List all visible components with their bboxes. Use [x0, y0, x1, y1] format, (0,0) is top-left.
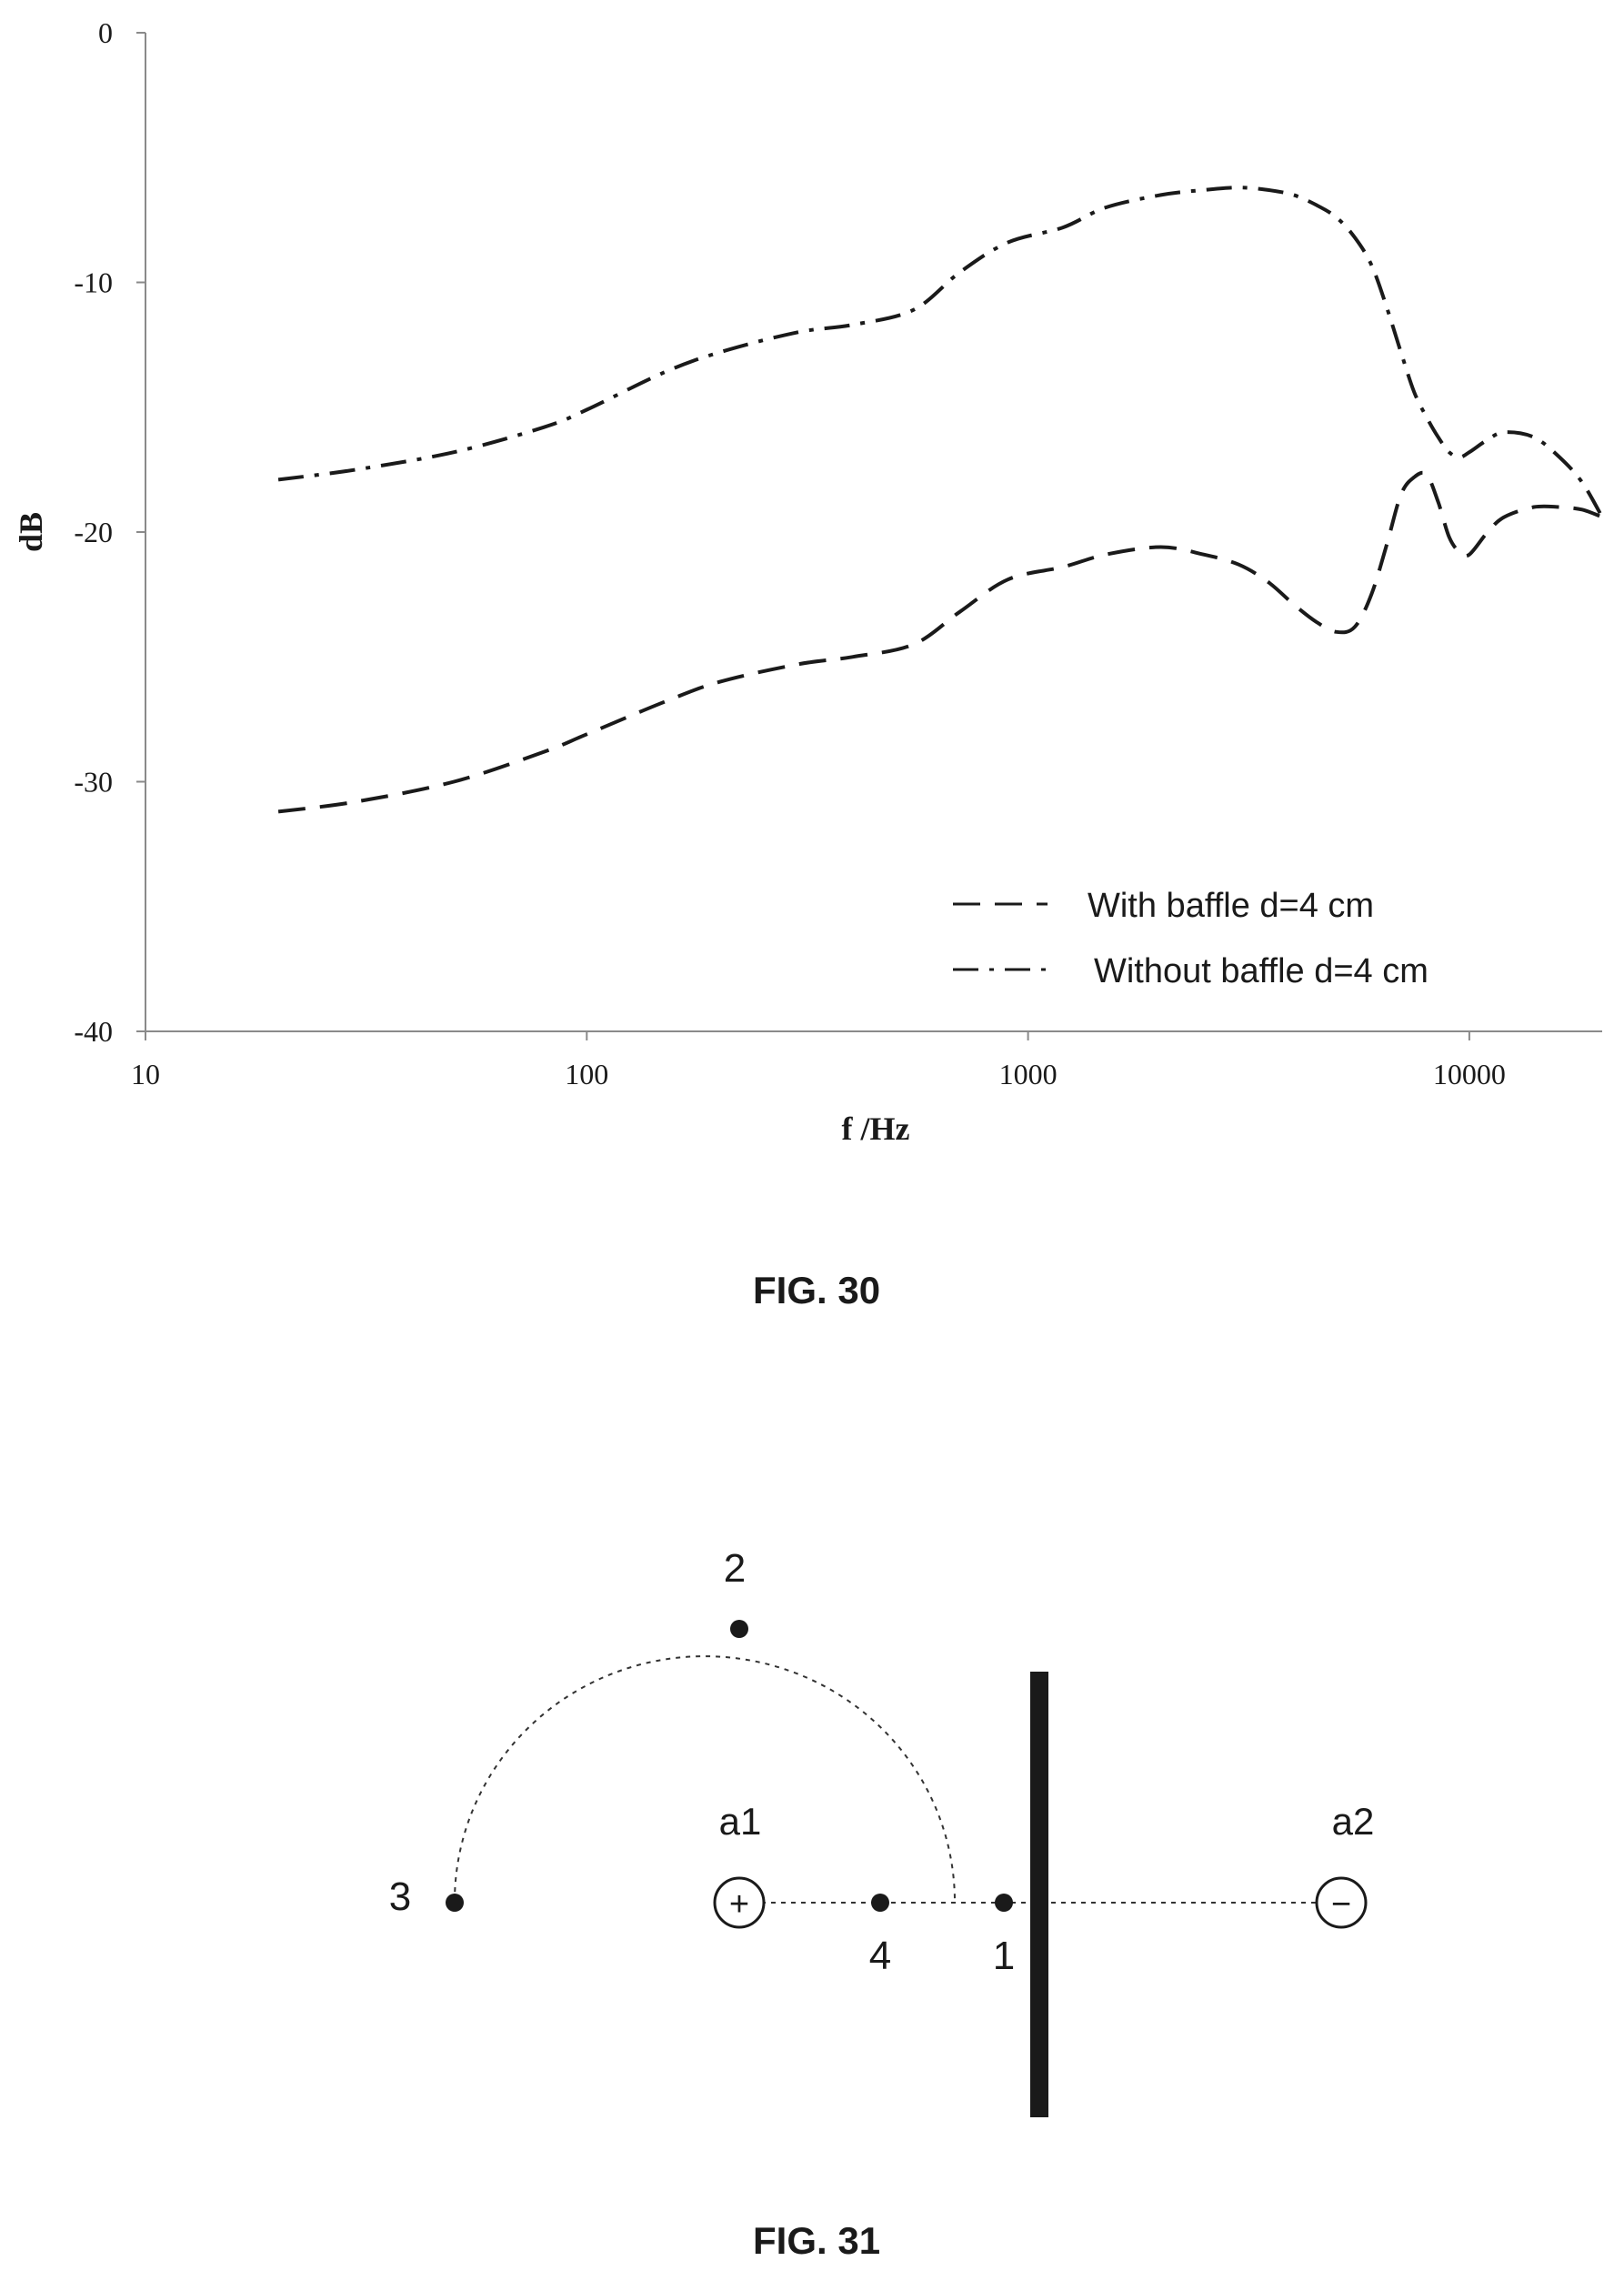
- measurement-arc: [454, 1655, 956, 1903]
- x-tick-label: 100: [565, 1058, 608, 1090]
- chart-axes: 0 -10 -20 -30 -40 10 100 1000 10000 f /Hz dB: [13, 16, 1602, 1147]
- point-1-label: 1: [993, 1934, 1015, 1978]
- figure-label-31: FIG. 31: [753, 2219, 881, 2262]
- legend-label-1: With baffle d=4 cm: [1088, 887, 1374, 925]
- point-3-label: 3: [389, 1874, 411, 1919]
- source-a1-sign: +: [729, 1885, 749, 1924]
- frequency-response-chart: 0 -10 -20 -30 -40 10 100 1000 10000 f /Hz dB With …: [13, 16, 1604, 1147]
- chart-legend: With baffle d=4 cm Without baffle d=4 cm: [953, 887, 1429, 990]
- y-axis-label: dB: [13, 512, 49, 552]
- series-line-2: [277, 186, 1604, 518]
- x-tick-label: 10000: [1433, 1058, 1506, 1090]
- y-tick-label: -40: [74, 1015, 113, 1048]
- chart-series-group: [277, 186, 1604, 814]
- point-3-marker: [446, 1894, 464, 1912]
- legend-label-2: Without baffle d=4 cm: [1094, 952, 1429, 990]
- y-tick-label: 0: [98, 16, 113, 49]
- point-2-label: 2: [724, 1546, 746, 1591]
- source-a1: +: [713, 1876, 766, 1929]
- point-4-marker: [871, 1894, 889, 1912]
- x-tick-label: 10: [131, 1058, 160, 1090]
- baffle-diagram: + − 2 3 4 1 a1 a2: [389, 1546, 1375, 2117]
- y-tick-label: -10: [74, 266, 113, 299]
- source-a1-label: a1: [719, 1800, 762, 1843]
- source-a2-sign: −: [1331, 1885, 1351, 1924]
- point-4-label: 4: [869, 1934, 891, 1978]
- source-a2-label: a2: [1332, 1800, 1375, 1843]
- series-line-1: [277, 470, 1603, 814]
- figure-label-30: FIG. 30: [753, 1269, 881, 1311]
- point-1-marker: [995, 1894, 1013, 1912]
- y-tick-label: -30: [74, 766, 113, 799]
- y-tick-label: -20: [74, 516, 113, 548]
- point-2-marker: [730, 1620, 748, 1638]
- x-tick-label: 1000: [999, 1058, 1058, 1090]
- x-axis-label: f /Hz: [842, 1110, 910, 1147]
- source-a2: −: [1315, 1876, 1368, 1929]
- baffle: [1030, 1672, 1048, 2117]
